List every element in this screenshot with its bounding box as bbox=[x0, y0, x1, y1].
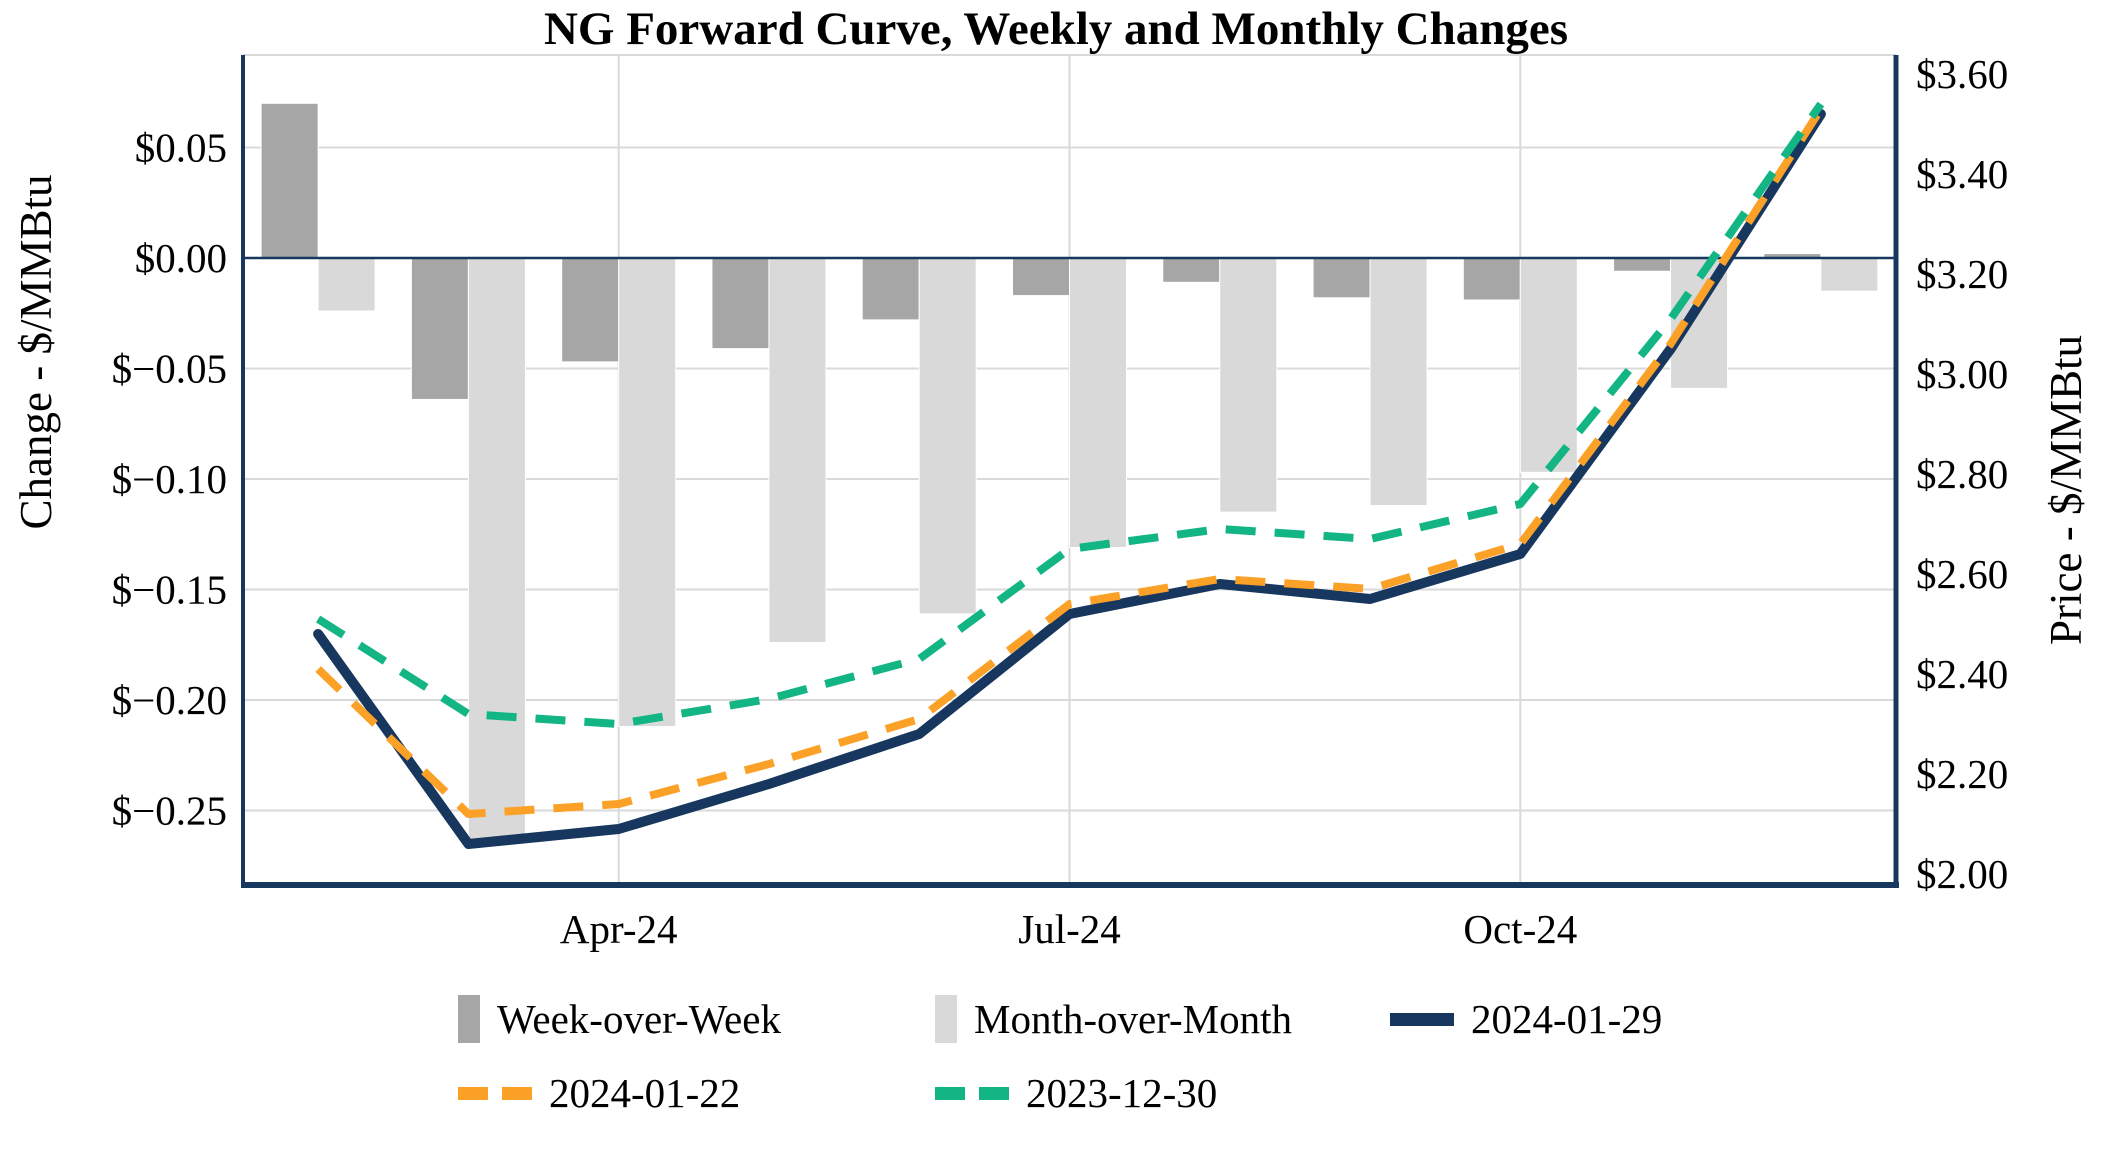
legend-label: Month-over-Month bbox=[974, 996, 1293, 1042]
right-axis-tick-label: $2.60 bbox=[1916, 551, 2008, 597]
bar-week-over-week bbox=[260, 102, 319, 259]
bar-week-over-week bbox=[1312, 257, 1371, 299]
bar-month-over-month bbox=[1369, 257, 1428, 507]
legend-item: 2024-01-22 bbox=[458, 1056, 740, 1130]
bar-month-over-month bbox=[1519, 257, 1578, 473]
x-axis-tick-label: Oct-24 bbox=[1463, 906, 1577, 952]
right-axis-tick-label: $3.40 bbox=[1916, 151, 2008, 197]
right-axis-title: Price - $/MMBtu bbox=[2041, 335, 2091, 645]
legend-label: 2023-12-30 bbox=[1026, 1070, 1218, 1116]
legend-bar-swatch-icon bbox=[935, 995, 957, 1043]
right-axis-tick-label: $3.60 bbox=[1916, 51, 2008, 97]
legend-label: 2024-01-29 bbox=[1471, 996, 1663, 1042]
bar-month-over-month bbox=[1219, 257, 1278, 513]
bar-month-over-month bbox=[768, 257, 827, 644]
bar-week-over-week bbox=[861, 257, 920, 321]
legend-label: 2024-01-22 bbox=[549, 1070, 741, 1116]
bar-month-over-month bbox=[1069, 257, 1127, 549]
left-axis-tick-label: $0.00 bbox=[135, 235, 227, 281]
left-axis-tick-label: $−0.25 bbox=[112, 788, 227, 834]
right-axis-tick-label: $2.20 bbox=[1916, 751, 2008, 797]
legend-label: Week-over-Week bbox=[497, 996, 781, 1042]
legend-row: 2024-01-22 2023-12-30 bbox=[0, 1056, 2112, 1130]
right-axis-tick-label: $3.00 bbox=[1916, 351, 2008, 397]
legend-dashed-line-icon bbox=[935, 1086, 1009, 1100]
left-axis-tick-label: $−0.20 bbox=[112, 677, 227, 723]
legend-dashed-line-icon bbox=[458, 1086, 532, 1100]
right-axis-tick-label: $3.20 bbox=[1916, 251, 2008, 297]
right-axis-tick-label: $2.80 bbox=[1916, 451, 2008, 497]
left-axis-tick-label: $0.05 bbox=[135, 125, 227, 171]
left-axis-title: Change - $/MMBtu bbox=[11, 174, 61, 530]
legend-item: 2023-12-30 bbox=[935, 1056, 1217, 1130]
legend-item: 2024-01-29 bbox=[1390, 982, 1662, 1056]
legend-solid-line-icon bbox=[1390, 1012, 1454, 1026]
right-axis-tick-label: $2.00 bbox=[1916, 851, 2008, 897]
price-line-2024-01-22 bbox=[315, 106, 1825, 818]
bar-week-over-week bbox=[711, 257, 770, 350]
bar-week-over-week bbox=[1462, 257, 1521, 301]
bar-month-over-month bbox=[618, 257, 677, 728]
legend: Week-over-Week Month-over-Month 2024-01-29… bbox=[0, 982, 2112, 1130]
bar-week-over-week bbox=[561, 257, 620, 363]
bar-week-over-week bbox=[1012, 257, 1070, 297]
left-axis-tick-label: $−0.05 bbox=[112, 346, 227, 392]
legend-item: Week-over-Week bbox=[458, 982, 781, 1056]
bar-week-over-week bbox=[410, 257, 469, 400]
bar-month-over-month bbox=[918, 257, 977, 615]
x-axis-tick-label: Jul-24 bbox=[1018, 906, 1121, 952]
right-axis-tick-label: $2.40 bbox=[1916, 651, 2008, 697]
left-axis-tick-label: $−0.10 bbox=[112, 456, 227, 502]
legend-item: Month-over-Month bbox=[935, 982, 1292, 1056]
legend-bar-swatch-icon bbox=[458, 995, 480, 1043]
chart-title: NG Forward Curve, Weekly and Monthly Cha… bbox=[543, 3, 1569, 55]
legend-row: Week-over-Week Month-over-Month 2024-01-29 bbox=[0, 982, 2112, 1056]
bar-week-over-week bbox=[1613, 257, 1672, 272]
bar-month-over-month bbox=[1820, 257, 1879, 292]
x-axis-tick-label: Apr-24 bbox=[560, 906, 678, 952]
bar-month-over-month bbox=[317, 257, 376, 312]
bar-week-over-week bbox=[1162, 257, 1221, 283]
price-line-2024-01-29 bbox=[313, 109, 1826, 849]
left-axis-tick-label: $−0.15 bbox=[112, 567, 227, 613]
bar-month-over-month bbox=[467, 257, 526, 845]
